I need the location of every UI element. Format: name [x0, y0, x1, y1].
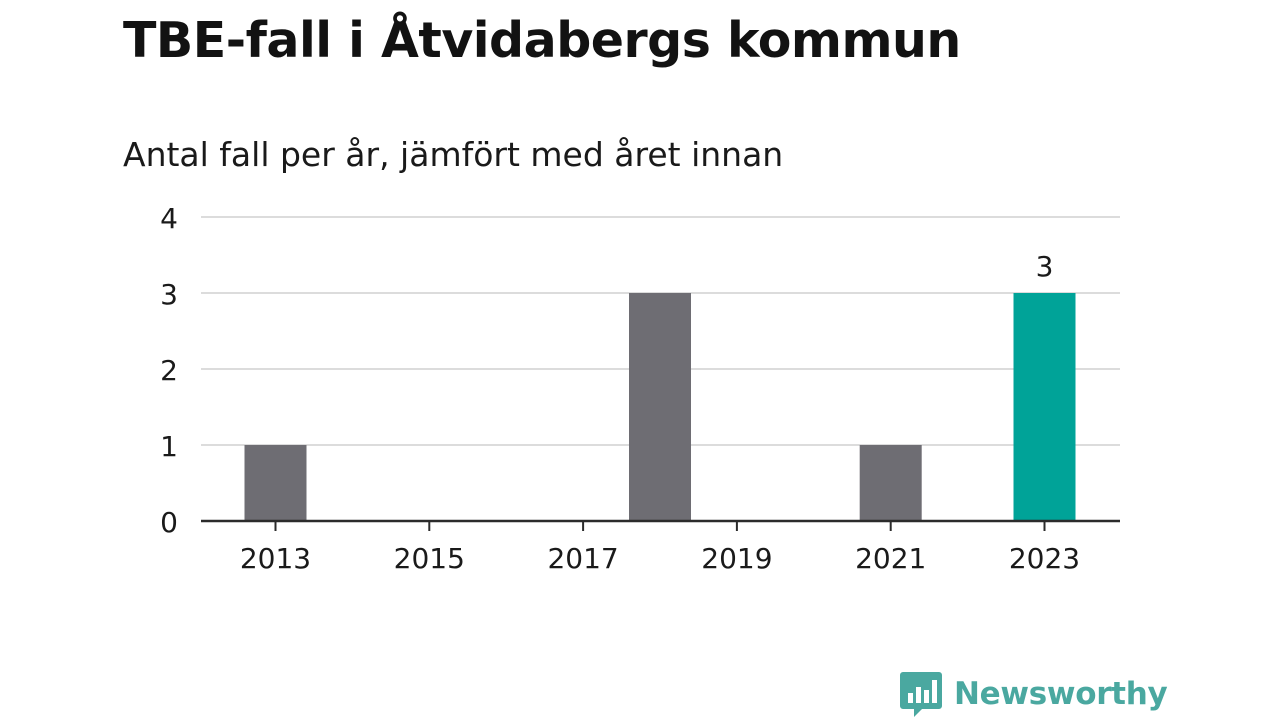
x-tick-label: 2017 — [547, 542, 618, 575]
bar-2023 — [1013, 293, 1076, 521]
x-axis-ticks: 2013 2015 2017 2019 2021 2023 — [240, 521, 1080, 575]
chart-title: TBE-fall i Åtvidabergs kommun — [123, 12, 961, 69]
chart-subtitle: Antal fall per år, jämfört med året inna… — [123, 135, 784, 174]
y-tick-label: 0 — [160, 506, 178, 539]
logo-text: Newsworthy — [954, 676, 1168, 712]
bar-2013 — [244, 445, 307, 521]
bar-2021 — [859, 445, 922, 521]
y-tick-label: 2 — [160, 354, 178, 387]
y-tick-label: 4 — [160, 202, 178, 235]
newsworthy-logo: Newsworthy — [900, 668, 1168, 720]
x-tick-label: 2019 — [701, 542, 772, 575]
bar-chart: 0 1 2 3 4 2013 2015 2017 2019 2021 2023 3 — [160, 202, 1120, 575]
x-tick-label: 2015 — [394, 542, 465, 575]
y-tick-label: 3 — [160, 278, 178, 311]
y-tick-label: 1 — [160, 430, 178, 463]
bar-chart-speech-bubble-icon — [900, 672, 942, 717]
bars — [244, 293, 1076, 521]
x-tick-label: 2013 — [240, 542, 311, 575]
bar-2018 — [629, 293, 691, 521]
data-label-2023: 3 — [1036, 250, 1054, 283]
x-tick-label: 2023 — [1009, 542, 1080, 575]
data-labels: 3 — [1036, 250, 1054, 283]
x-tick-label: 2021 — [855, 542, 926, 575]
y-axis-ticks: 0 1 2 3 4 — [160, 202, 178, 539]
